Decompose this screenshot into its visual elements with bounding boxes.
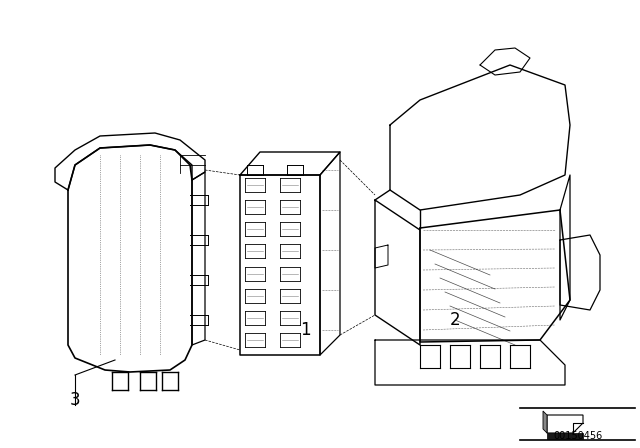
Text: 3: 3 bbox=[70, 391, 80, 409]
Text: 1: 1 bbox=[300, 321, 310, 339]
Polygon shape bbox=[547, 433, 583, 439]
Text: 2: 2 bbox=[450, 311, 460, 329]
Polygon shape bbox=[543, 411, 547, 433]
Polygon shape bbox=[547, 415, 583, 433]
Text: 00150456: 00150456 bbox=[554, 431, 603, 441]
